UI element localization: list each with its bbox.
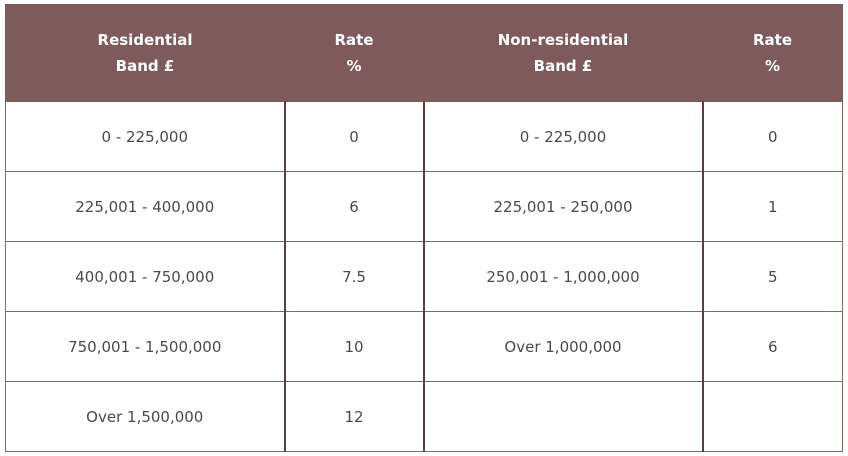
non-residential-rate-cell: 0	[701, 101, 843, 172]
table-row: Over 1,500,000 12	[5, 381, 843, 452]
table-header-row: Residential Band £ Rate % Non-residentia…	[5, 4, 843, 102]
residential-band-cell: 225,001 - 400,000	[5, 171, 285, 242]
table-row: 400,001 - 750,000 7.5 250,001 - 1,000,00…	[5, 241, 843, 312]
non-residential-rate-cell	[701, 381, 843, 452]
header-line: %	[764, 57, 781, 75]
header-line: Rate	[752, 31, 793, 49]
residential-band-cell: Over 1,500,000	[5, 381, 285, 452]
residential-rate-cell: 6	[283, 171, 424, 242]
non-residential-band-cell: 0 - 225,000	[422, 101, 703, 172]
header-residential-rate: Rate %	[284, 4, 424, 102]
residential-band-cell: 0 - 225,000	[5, 101, 285, 172]
non-residential-band-cell: Over 1,000,000	[422, 311, 703, 382]
header-line: Residential	[97, 31, 193, 49]
table-row: 750,001 - 1,500,000 10 Over 1,000,000 6	[5, 311, 843, 382]
table-row: 0 - 225,000 0 0 - 225,000 0	[5, 101, 843, 172]
header-non-residential-rate: Rate %	[702, 4, 843, 102]
non-residential-rate-cell: 1	[701, 171, 843, 242]
non-residential-band-cell: 250,001 - 1,000,000	[422, 241, 703, 312]
table-row: 225,001 - 400,000 6 225,001 - 250,000 1	[5, 171, 843, 242]
non-residential-rate-cell: 5	[701, 241, 843, 312]
residential-rate-cell: 12	[283, 381, 424, 452]
header-line: Rate	[334, 31, 374, 49]
header-line: Band £	[533, 57, 593, 75]
tax-rates-table-container: Residential Band £ Rate % Non-residentia…	[5, 4, 843, 452]
header-line: Non-residential	[497, 31, 629, 49]
header-non-residential-band: Non-residential Band £	[423, 4, 703, 102]
non-residential-rate-cell: 6	[701, 311, 843, 382]
residential-rate-cell: 10	[283, 311, 424, 382]
residential-rate-cell: 7.5	[283, 241, 424, 312]
header-line: %	[346, 57, 362, 75]
non-residential-band-cell: 225,001 - 250,000	[422, 171, 703, 242]
residential-band-cell: 400,001 - 750,000	[5, 241, 285, 312]
header-line: Band £	[115, 57, 175, 75]
residential-band-cell: 750,001 - 1,500,000	[5, 311, 285, 382]
non-residential-band-cell	[422, 381, 703, 452]
tax-rates-table: Residential Band £ Rate % Non-residentia…	[5, 4, 843, 452]
header-residential-band: Residential Band £	[5, 4, 285, 102]
residential-rate-cell: 0	[283, 101, 424, 172]
